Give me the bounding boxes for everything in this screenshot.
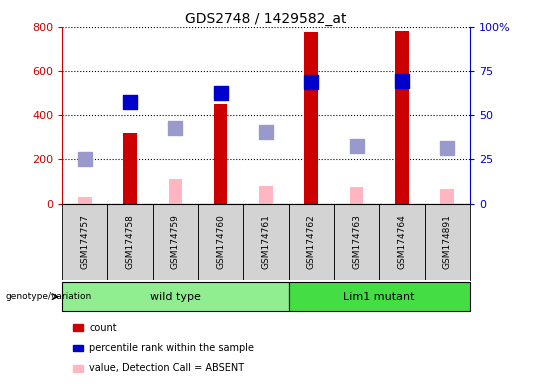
Title: GDS2748 / 1429582_at: GDS2748 / 1429582_at (185, 12, 347, 26)
Point (217, 90, 225, 96)
Bar (395, 31, 409, 204)
Point (352, 143, 361, 149)
Text: GSM174757: GSM174757 (80, 215, 89, 269)
Bar (214, 104, 227, 204)
Point (397, 78, 406, 84)
Bar (440, 189, 454, 204)
Bar (288, 282, 470, 311)
Text: GSM174761: GSM174761 (261, 215, 271, 269)
Bar (62, 204, 107, 280)
Text: GSM174758: GSM174758 (126, 215, 134, 269)
Bar (379, 204, 424, 280)
Text: GSM174764: GSM174764 (397, 215, 406, 269)
Bar (107, 204, 153, 280)
Bar (305, 32, 318, 204)
Text: wild type: wild type (150, 291, 201, 302)
Text: genotype/variation: genotype/variation (5, 292, 92, 301)
Point (171, 125, 180, 131)
Text: GSM174760: GSM174760 (216, 215, 225, 269)
Bar (198, 204, 244, 280)
Bar (123, 133, 137, 204)
Text: Lim1 mutant: Lim1 mutant (343, 291, 415, 302)
Bar (259, 186, 273, 204)
Bar (153, 204, 198, 280)
Text: GSM174759: GSM174759 (171, 215, 180, 269)
Bar (424, 204, 470, 280)
Text: value, Detection Call = ABSENT: value, Detection Call = ABSENT (89, 363, 244, 373)
Bar (168, 179, 182, 204)
Bar (244, 204, 288, 280)
Bar (334, 204, 379, 280)
Text: percentile rank within the sample: percentile rank within the sample (89, 343, 254, 353)
Text: count: count (89, 323, 117, 333)
Point (443, 145, 451, 151)
Text: GSM174762: GSM174762 (307, 215, 316, 269)
Bar (78, 197, 92, 204)
Bar (350, 187, 363, 204)
Text: GSM174891: GSM174891 (443, 215, 451, 269)
Point (261, 129, 270, 135)
Point (307, 79, 315, 85)
Bar (288, 204, 334, 280)
Point (126, 99, 134, 105)
Point (80, 156, 89, 162)
Bar (62, 282, 288, 311)
Text: GSM174763: GSM174763 (352, 215, 361, 269)
